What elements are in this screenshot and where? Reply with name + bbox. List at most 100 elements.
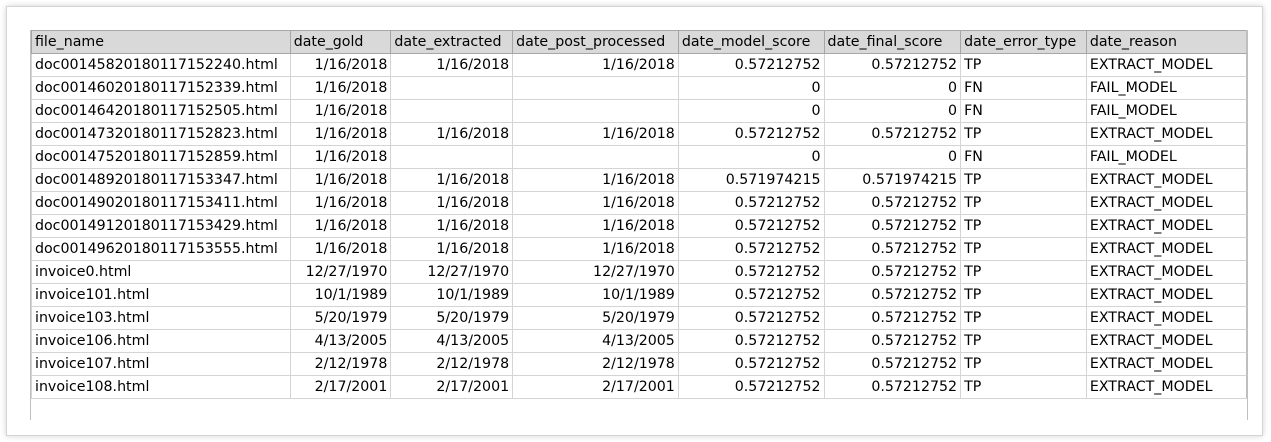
cell-date-model-score[interactable]: 0.57212752 <box>677 306 825 330</box>
cell-date-post-processed[interactable]: 1/16/2018 <box>512 168 679 192</box>
cell-date-reason[interactable]: EXTRACT_MODEL <box>1085 191 1247 215</box>
cell-file-name[interactable]: doc00149120180117153429.html <box>31 214 291 238</box>
cell-date-post-processed[interactable]: 2/17/2001 <box>512 375 679 399</box>
cell-date-extracted[interactable]: 1/16/2018 <box>390 214 514 238</box>
cell-file-name[interactable]: doc00146420180117152505.html <box>31 99 291 123</box>
cell-date-reason[interactable]: FAIL_MODEL <box>1085 145 1247 169</box>
cell-date-extracted[interactable]: 1/16/2018 <box>390 168 514 192</box>
cell-file-name[interactable]: doc00146020180117152339.html <box>31 76 291 100</box>
cell-date-model-score[interactable]: 0 <box>677 76 825 100</box>
cell-date-extracted[interactable]: 1/16/2018 <box>390 191 514 215</box>
cell-date-model-score[interactable]: 0.57212752 <box>677 237 825 261</box>
cell-date-error-type[interactable]: TP <box>960 191 1087 215</box>
cell-date-error-type[interactable]: TP <box>960 237 1087 261</box>
cell-file-name[interactable]: doc00147520180117152859.html <box>31 145 291 169</box>
cell-date-gold[interactable]: 5/20/1979 <box>289 306 392 330</box>
cell-date-extracted[interactable]: 12/27/1970 <box>390 260 514 284</box>
cell-date-extracted[interactable]: 1/16/2018 <box>390 122 514 146</box>
cell-date-post-processed[interactable]: 10/1/1989 <box>512 283 679 307</box>
cell-date-post-processed[interactable] <box>512 99 679 123</box>
cell-date-final-score[interactable]: 0.571974215 <box>823 168 962 192</box>
cell-date-post-processed[interactable]: 12/27/1970 <box>512 260 679 284</box>
column-header-date-error-type[interactable]: date_error_type <box>960 30 1087 54</box>
cell-date-error-type[interactable]: TP <box>960 214 1087 238</box>
cell-date-reason[interactable]: EXTRACT_MODEL <box>1085 122 1247 146</box>
cell-date-model-score[interactable]: 0 <box>677 145 825 169</box>
cell-date-reason[interactable]: EXTRACT_MODEL <box>1085 283 1247 307</box>
cell-date-post-processed[interactable]: 1/16/2018 <box>512 191 679 215</box>
cell-date-final-score[interactable]: 0 <box>823 99 962 123</box>
cell-date-reason[interactable]: EXTRACT_MODEL <box>1085 237 1247 261</box>
cell-date-extracted[interactable] <box>390 145 514 169</box>
cell-date-gold[interactable]: 1/16/2018 <box>289 76 392 100</box>
cell-date-extracted[interactable]: 4/13/2005 <box>390 329 514 353</box>
cell-date-post-processed[interactable]: 5/20/1979 <box>512 306 679 330</box>
cell-date-error-type[interactable]: TP <box>960 329 1087 353</box>
cell-file-name[interactable]: invoice108.html <box>31 375 291 399</box>
cell-date-extracted[interactable]: 1/16/2018 <box>390 237 514 261</box>
cell-date-gold[interactable]: 1/16/2018 <box>289 168 392 192</box>
cell-date-final-score[interactable]: 0.57212752 <box>823 214 962 238</box>
cell-date-error-type[interactable]: TP <box>960 53 1087 77</box>
cell-date-post-processed[interactable]: 1/16/2018 <box>512 53 679 77</box>
cell-date-gold[interactable]: 1/16/2018 <box>289 214 392 238</box>
cell-date-final-score[interactable]: 0.57212752 <box>823 352 962 376</box>
cell-date-model-score[interactable]: 0.57212752 <box>677 375 825 399</box>
cell-date-final-score[interactable]: 0.57212752 <box>823 260 962 284</box>
cell-date-reason[interactable]: EXTRACT_MODEL <box>1085 214 1247 238</box>
cell-date-error-type[interactable]: FN <box>960 76 1087 100</box>
cell-date-final-score[interactable]: 0.57212752 <box>823 122 962 146</box>
cell-date-error-type[interactable]: TP <box>960 260 1087 284</box>
cell-date-model-score[interactable]: 0.57212752 <box>677 329 825 353</box>
cell-date-gold[interactable]: 12/27/1970 <box>289 260 392 284</box>
cell-date-post-processed[interactable] <box>512 76 679 100</box>
cell-file-name[interactable]: invoice101.html <box>31 283 291 307</box>
cell-date-reason[interactable]: EXTRACT_MODEL <box>1085 329 1247 353</box>
cell-date-post-processed[interactable]: 1/16/2018 <box>512 214 679 238</box>
cell-date-model-score[interactable]: 0 <box>677 99 825 123</box>
cell-date-model-score[interactable]: 0.57212752 <box>677 260 825 284</box>
cell-date-model-score[interactable]: 0.57212752 <box>677 53 825 77</box>
cell-date-error-type[interactable]: FN <box>960 145 1087 169</box>
cell-date-gold[interactable]: 1/16/2018 <box>289 99 392 123</box>
column-header-date-model-score[interactable]: date_model_score <box>677 30 825 54</box>
cell-date-model-score[interactable]: 0.57212752 <box>677 283 825 307</box>
cell-date-final-score[interactable]: 0.57212752 <box>823 329 962 353</box>
cell-file-name[interactable]: doc00147320180117152823.html <box>31 122 291 146</box>
cell-date-model-score[interactable]: 0.57212752 <box>677 214 825 238</box>
cell-date-final-score[interactable]: 0.57212752 <box>823 53 962 77</box>
cell-date-extracted[interactable]: 1/16/2018 <box>390 53 514 77</box>
cell-date-model-score[interactable]: 0.57212752 <box>677 122 825 146</box>
column-header-date-reason[interactable]: date_reason <box>1085 30 1247 54</box>
cell-date-reason[interactable]: EXTRACT_MODEL <box>1085 53 1247 77</box>
cell-date-error-type[interactable]: FN <box>960 99 1087 123</box>
cell-date-gold[interactable]: 10/1/1989 <box>289 283 392 307</box>
cell-date-reason[interactable]: FAIL_MODEL <box>1085 99 1247 123</box>
cell-date-reason[interactable]: EXTRACT_MODEL <box>1085 168 1247 192</box>
cell-date-final-score[interactable]: 0.57212752 <box>823 283 962 307</box>
cell-date-error-type[interactable]: TP <box>960 352 1087 376</box>
cell-date-final-score[interactable]: 0.57212752 <box>823 306 962 330</box>
cell-date-model-score[interactable]: 0.57212752 <box>677 352 825 376</box>
cell-date-extracted[interactable] <box>390 99 514 123</box>
cell-date-final-score[interactable]: 0 <box>823 76 962 100</box>
cell-file-name[interactable]: invoice107.html <box>31 352 291 376</box>
cell-date-extracted[interactable]: 10/1/1989 <box>390 283 514 307</box>
cell-file-name[interactable]: doc00149020180117153411.html <box>31 191 291 215</box>
cell-date-error-type[interactable]: TP <box>960 283 1087 307</box>
cell-date-error-type[interactable]: TP <box>960 375 1087 399</box>
cell-date-extracted[interactable]: 2/12/1978 <box>390 352 514 376</box>
column-header-date-final-score[interactable]: date_final_score <box>823 30 962 54</box>
cell-date-reason[interactable]: EXTRACT_MODEL <box>1085 375 1247 399</box>
cell-file-name[interactable]: doc00145820180117152240.html <box>31 53 291 77</box>
cell-date-extracted[interactable]: 5/20/1979 <box>390 306 514 330</box>
cell-date-post-processed[interactable]: 2/12/1978 <box>512 352 679 376</box>
cell-date-gold[interactable]: 1/16/2018 <box>289 145 392 169</box>
cell-date-final-score[interactable]: 0 <box>823 145 962 169</box>
cell-date-extracted[interactable] <box>390 76 514 100</box>
cell-date-gold[interactable]: 2/17/2001 <box>289 375 392 399</box>
cell-date-model-score[interactable]: 0.57212752 <box>677 191 825 215</box>
cell-date-reason[interactable]: EXTRACT_MODEL <box>1085 260 1247 284</box>
column-header-date-gold[interactable]: date_gold <box>289 30 392 54</box>
cell-date-post-processed[interactable]: 1/16/2018 <box>512 122 679 146</box>
